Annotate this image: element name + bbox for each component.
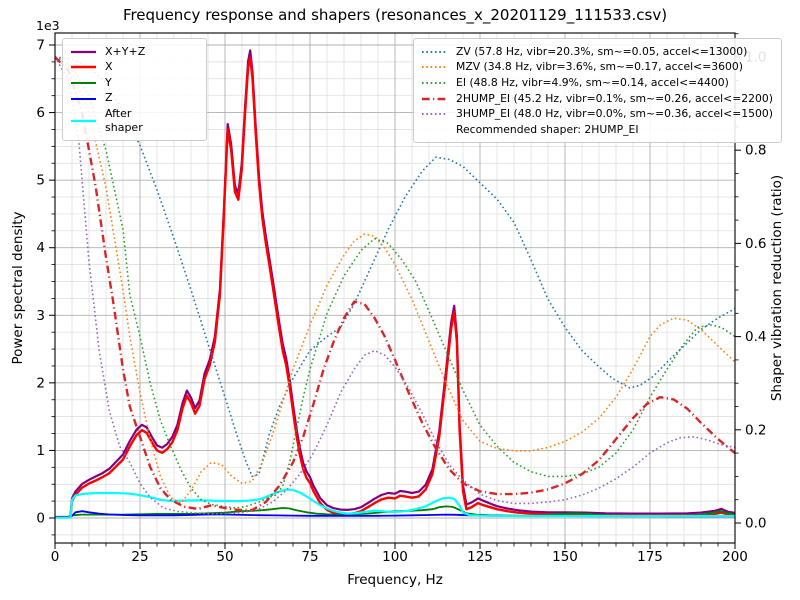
legend-label: EI (48.8 Hz, vibr=4.9%, sm~=0.14, accel<… [456,75,729,89]
y-left-tick-label: 2 [36,375,45,391]
curve-2HUMP_EI [55,56,735,512]
y-left-tick-label: 7 [36,38,45,54]
x-tick-label: 200 [722,549,748,565]
legend-label: After shaper [105,107,143,135]
legend-item-3hump-ei: 3HUMP_EI (48.0 Hz, vibr=0.0%, sm~=0.36, … [421,106,773,122]
legend-item-x: X [70,60,198,76]
legend-label: 3HUMP_EI (48.0 Hz, vibr=0.0%, sm~=0.36, … [456,107,773,121]
curve-EI [55,56,735,509]
legend-label: X [105,60,113,74]
legend-item-sum: X+Y+Z [70,44,198,60]
y-left-axis-label: Power spectral density [10,211,26,365]
curve-MZV [55,56,735,505]
legend-shapers: ZV (57.8 Hz, vibr=20.3%, sm~=0.05, accel… [413,38,782,143]
line-swatch-zv [421,47,448,57]
axis-tick-labels: 0 25 50 75 100 125 150 175 200 0 1 2 3 4 5 6 7 0.0 0.2 0.4 0… [36,38,766,566]
legend-item-after-shaper: After shaper [70,106,198,136]
line-swatch-sum [70,47,97,57]
y-left-tick-label: 5 [36,173,45,189]
legend-label: MZV (34.8 Hz, vibr=3.6%, sm~=0.17, accel… [456,60,743,74]
y-left-tick-label: 3 [36,308,45,324]
curve-3HUMP_EI [55,56,735,515]
x-axis-label: Frequency, Hz [347,572,443,588]
curve-after_shaper [55,488,735,519]
curve-ZV [55,56,735,478]
y-right-tick-label: 0.0 [745,516,766,532]
legend-label: 2HUMP_EI (45.2 Hz, vibr=0.1%, sm~=0.26, … [456,91,773,105]
legend-item-2hump-ei: 2HUMP_EI (45.2 Hz, vibr=0.1%, sm~=0.26, … [421,91,773,107]
legend-label: ZV (57.8 Hz, vibr=20.3%, sm~=0.05, accel… [456,44,748,58]
legend-item-y: Y [70,75,198,91]
recommended-shaper-note: Recommended shaper: 2HUMP_EI [456,122,639,136]
chart-title: Frequency response and shapers (resonanc… [122,6,668,24]
x-tick-label: 25 [131,549,148,565]
legend-label: X+Y+Z [105,44,146,58]
line-swatch-x [70,62,97,72]
y-right-tick-label: 0.2 [745,422,766,438]
x-tick-label: 0 [51,549,60,565]
x-tick-label: 100 [382,549,408,565]
line-swatch-y [70,78,97,88]
axis-ticks [49,33,741,549]
y-right-axis-label: Shaper vibration reduction (ratio) [769,174,785,402]
legend-label: Z [105,91,113,105]
y-right-tick-label: 0.6 [745,236,766,252]
legend-item-recommended: Recommended shaper: 2HUMP_EI [421,122,773,138]
line-swatch-2hump-ei [421,94,448,104]
y-left-offset-label: 1e3 [36,18,60,33]
x-tick-label: 125 [467,549,493,565]
legend-item-mzv: MZV (34.8 Hz, vibr=3.6%, sm~=0.17, accel… [421,60,773,76]
curve-x [55,56,735,519]
line-swatch-mzv [421,62,448,72]
legend-psd: X+Y+Z X Y Z After shaper [62,38,207,142]
line-swatch-ei [421,78,448,88]
x-tick-label: 75 [301,549,318,565]
y-left-tick-label: 1 [36,443,45,459]
y-left-tick-label: 4 [36,240,45,256]
y-right-tick-label: 0.4 [745,329,766,345]
line-swatch-z [70,94,97,104]
x-tick-label: 150 [552,549,578,565]
legend-item-ei: EI (48.8 Hz, vibr=4.9%, sm~=0.14, accel<… [421,75,773,91]
y-right-tick-label: 0.8 [745,143,766,159]
plot-curves [55,49,735,519]
legend-item-z: Z [70,91,198,107]
x-tick-label: 50 [216,549,233,565]
line-swatch-3hump-ei [421,109,448,119]
y-left-tick-label: 0 [36,511,45,527]
line-swatch-after-shaper [70,116,97,126]
x-tick-label: 175 [637,549,663,565]
legend-label: Y [105,75,112,89]
y-left-tick-label: 6 [36,105,45,121]
legend-item-zv: ZV (57.8 Hz, vibr=20.3%, sm~=0.05, accel… [421,44,773,60]
